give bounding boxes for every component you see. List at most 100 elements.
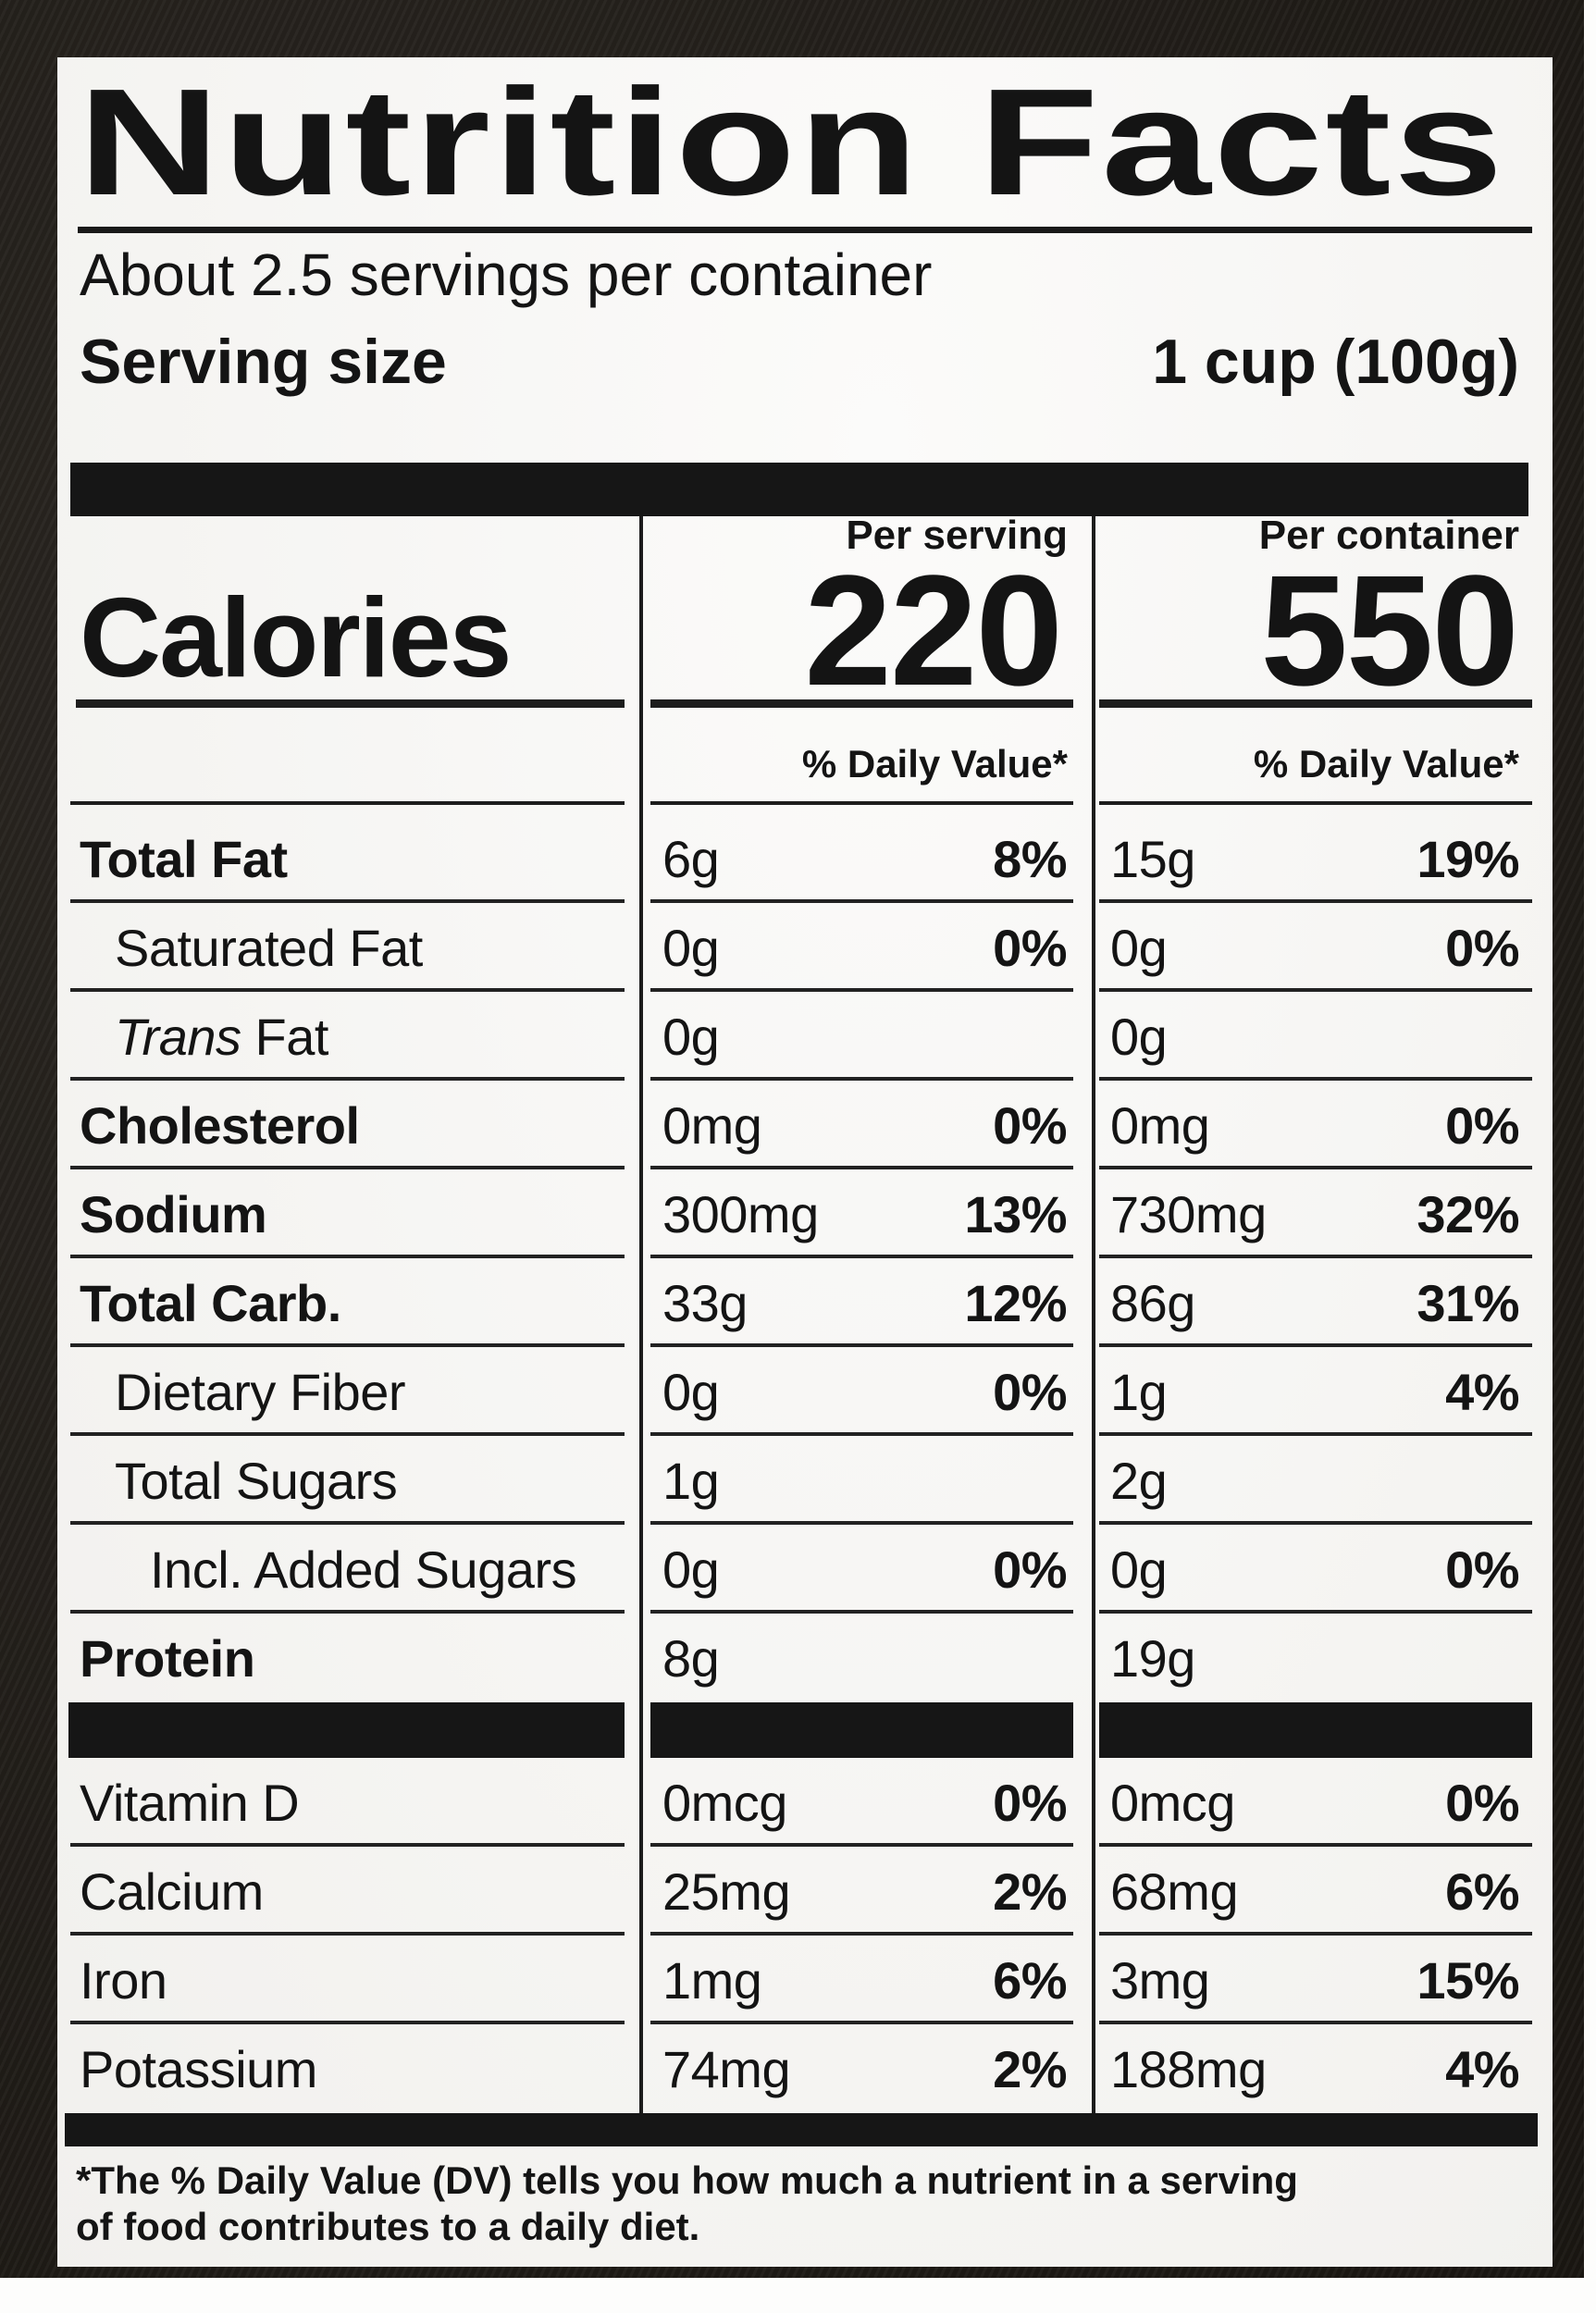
nutrient-row: Incl. Added Sugars 0g 0% 0g 0% (57, 1525, 1553, 1614)
amount-value: 0mcg (662, 1773, 787, 1832)
amount-value: 188mg (1110, 2039, 1267, 2098)
nutrient-name-cell: Dietary Fiber (57, 1347, 643, 1436)
amount-value: 0g (1110, 1540, 1168, 1599)
per-container-cell: 0g 0% (1095, 903, 1553, 992)
amount-value: 33g (662, 1273, 748, 1332)
amount-value: 1mg (662, 1950, 762, 2010)
amount-value: 0g (662, 1007, 720, 1066)
nutrient-name: Calcium (80, 1862, 264, 1921)
nutrient-name: Potassium (80, 2039, 317, 2098)
nutrient-row: Trans Fat 0g 0g (57, 992, 1553, 1081)
servings-per-container: About 2.5 servings per container (80, 241, 933, 308)
daily-value-percent: 32% (1417, 1184, 1519, 1243)
daily-value-percent: 19% (1417, 829, 1519, 888)
serving-size-label: Serving size (80, 327, 447, 397)
per-serving-cell: 1mg 6% (643, 1936, 1095, 2024)
daily-value-percent: 6% (993, 1950, 1067, 2010)
daily-value-percent: 2% (993, 1862, 1067, 1921)
per-serving-cell: 6g 8% (643, 814, 1095, 903)
per-serving-cell: 74mg 2% (643, 2024, 1095, 2113)
thick-separator-bottom (65, 2113, 1538, 2146)
nutrient-row: Calcium 25mg 2% 68mg 6% (57, 1847, 1553, 1936)
nutrient-name: Total Fat (80, 829, 288, 888)
nutrient-name-cell: Incl. Added Sugars (57, 1525, 643, 1614)
nutrient-name-cell: Trans Fat (57, 992, 643, 1081)
nutrient-row: Dietary Fiber 0g 0% 1g 4% (57, 1347, 1553, 1436)
nutrient-name-italic: Trans (115, 1007, 241, 1066)
daily-value-header-serving: % Daily Value* (801, 742, 1068, 785)
per-serving-cell: 8g (643, 1614, 1095, 1702)
per-container-cell: 0mg 0% (1095, 1081, 1553, 1169)
nutrient-name: Total Sugars (115, 1451, 398, 1510)
amount-value: 0g (662, 918, 720, 977)
amount-value: 0g (662, 1540, 720, 1599)
nutrient-name-cell: Cholesterol (57, 1081, 643, 1169)
per-serving-cell: 1g (643, 1436, 1095, 1525)
per-serving-cell: 0g (643, 992, 1095, 1081)
nutrient-name: Cholesterol (80, 1095, 360, 1155)
column-divider-2 (1092, 516, 1095, 2113)
header-underline (1099, 801, 1532, 805)
daily-value-percent: 0% (993, 918, 1067, 977)
per-serving-header: Per serving (846, 513, 1068, 558)
nutrient-row: Protein 8g 19g (57, 1614, 1553, 1702)
amount-value: 0g (1110, 1007, 1168, 1066)
per-container-cell: 730mg 32% (1095, 1169, 1553, 1258)
amount-value: 68mg (1110, 1862, 1239, 1921)
nutrition-facts-label: Nutrition Facts About 2.5 servings per c… (57, 57, 1553, 2267)
amount-value: 3mg (1110, 1950, 1210, 2010)
per-container-cell: 0g 0% (1095, 1525, 1553, 1614)
daily-value-percent: 0% (1445, 918, 1519, 977)
calories-underline (650, 699, 1073, 708)
amount-value: 15g (1110, 829, 1195, 888)
nutrient-name-rest: Fat (241, 1007, 329, 1066)
nutrient-name-cell: Total Fat (57, 814, 643, 903)
nutrient-row: Total Sugars 1g 2g (57, 1436, 1553, 1525)
daily-value-percent: 4% (1445, 1362, 1519, 1421)
nutrient-name-cell: Potassium (57, 2024, 643, 2113)
daily-value-percent: 0% (993, 1540, 1067, 1599)
nutrient-name: Total Carb. (80, 1273, 341, 1332)
per-container-cell: 0g (1095, 992, 1553, 1081)
footnote-line-1: *The % Daily Value (DV) tells you how mu… (76, 2158, 1298, 2202)
nutrient-name-cell: Calcium (57, 1847, 643, 1936)
column-divider-1 (639, 516, 643, 2113)
calories-per-serving: 220 (804, 543, 1063, 719)
nutrient-name: Protein (80, 1628, 255, 1688)
daily-value-header-container: % Daily Value* (1253, 742, 1519, 785)
amount-value: 0g (662, 1362, 720, 1421)
per-container-cell: 1g 4% (1095, 1347, 1553, 1436)
nutrient-name: Sodium (80, 1184, 267, 1243)
header-underline (650, 801, 1073, 805)
amount-value: 1g (662, 1451, 720, 1510)
nutrient-name: Trans Fat (115, 1007, 328, 1067)
per-serving-cell: 25mg 2% (643, 1847, 1095, 1936)
nutrient-row: Total Carb. 33g 12% 86g 31% (57, 1258, 1553, 1347)
amount-value: 25mg (662, 1862, 791, 1921)
calories-underline (1099, 699, 1532, 708)
amount-value: 0mg (1110, 1095, 1210, 1155)
serving-size-row: Serving size 1 cup (100g) (80, 326, 1519, 398)
daily-value-percent: 0% (1445, 1540, 1519, 1599)
footnote-line-2: of food contributes to a daily diet. (76, 2205, 700, 2248)
amount-value: 0g (1110, 918, 1168, 977)
amount-value: 0mg (662, 1095, 762, 1155)
nutrient-row: Iron 1mg 6% 3mg 15% (57, 1936, 1553, 2024)
nutrient-name: Saturated Fat (115, 918, 423, 977)
nutrient-name-cell: Protein (57, 1614, 643, 1702)
nutrient-row: Saturated Fat 0g 0% 0g 0% (57, 903, 1553, 992)
amount-value: 86g (1110, 1273, 1195, 1332)
daily-value-percent: 2% (993, 2039, 1067, 2098)
per-serving-cell: 0g 0% (643, 903, 1095, 992)
daily-value-percent: 12% (964, 1273, 1067, 1332)
daily-value-percent: 0% (993, 1095, 1067, 1155)
per-serving-cell: 0g 0% (643, 1525, 1095, 1614)
daily-value-footnote: *The % Daily Value (DV) tells you how mu… (76, 2158, 1519, 2250)
amount-value: 1g (1110, 1362, 1168, 1421)
per-container-cell: 19g (1095, 1614, 1553, 1702)
daily-value-percent: 31% (1417, 1273, 1519, 1332)
calories-per-container: 550 (1260, 543, 1519, 719)
nutrient-name-cell: Saturated Fat (57, 903, 643, 992)
per-container-cell: 68mg 6% (1095, 1847, 1553, 1936)
per-serving-cell: 0g 0% (643, 1347, 1095, 1436)
